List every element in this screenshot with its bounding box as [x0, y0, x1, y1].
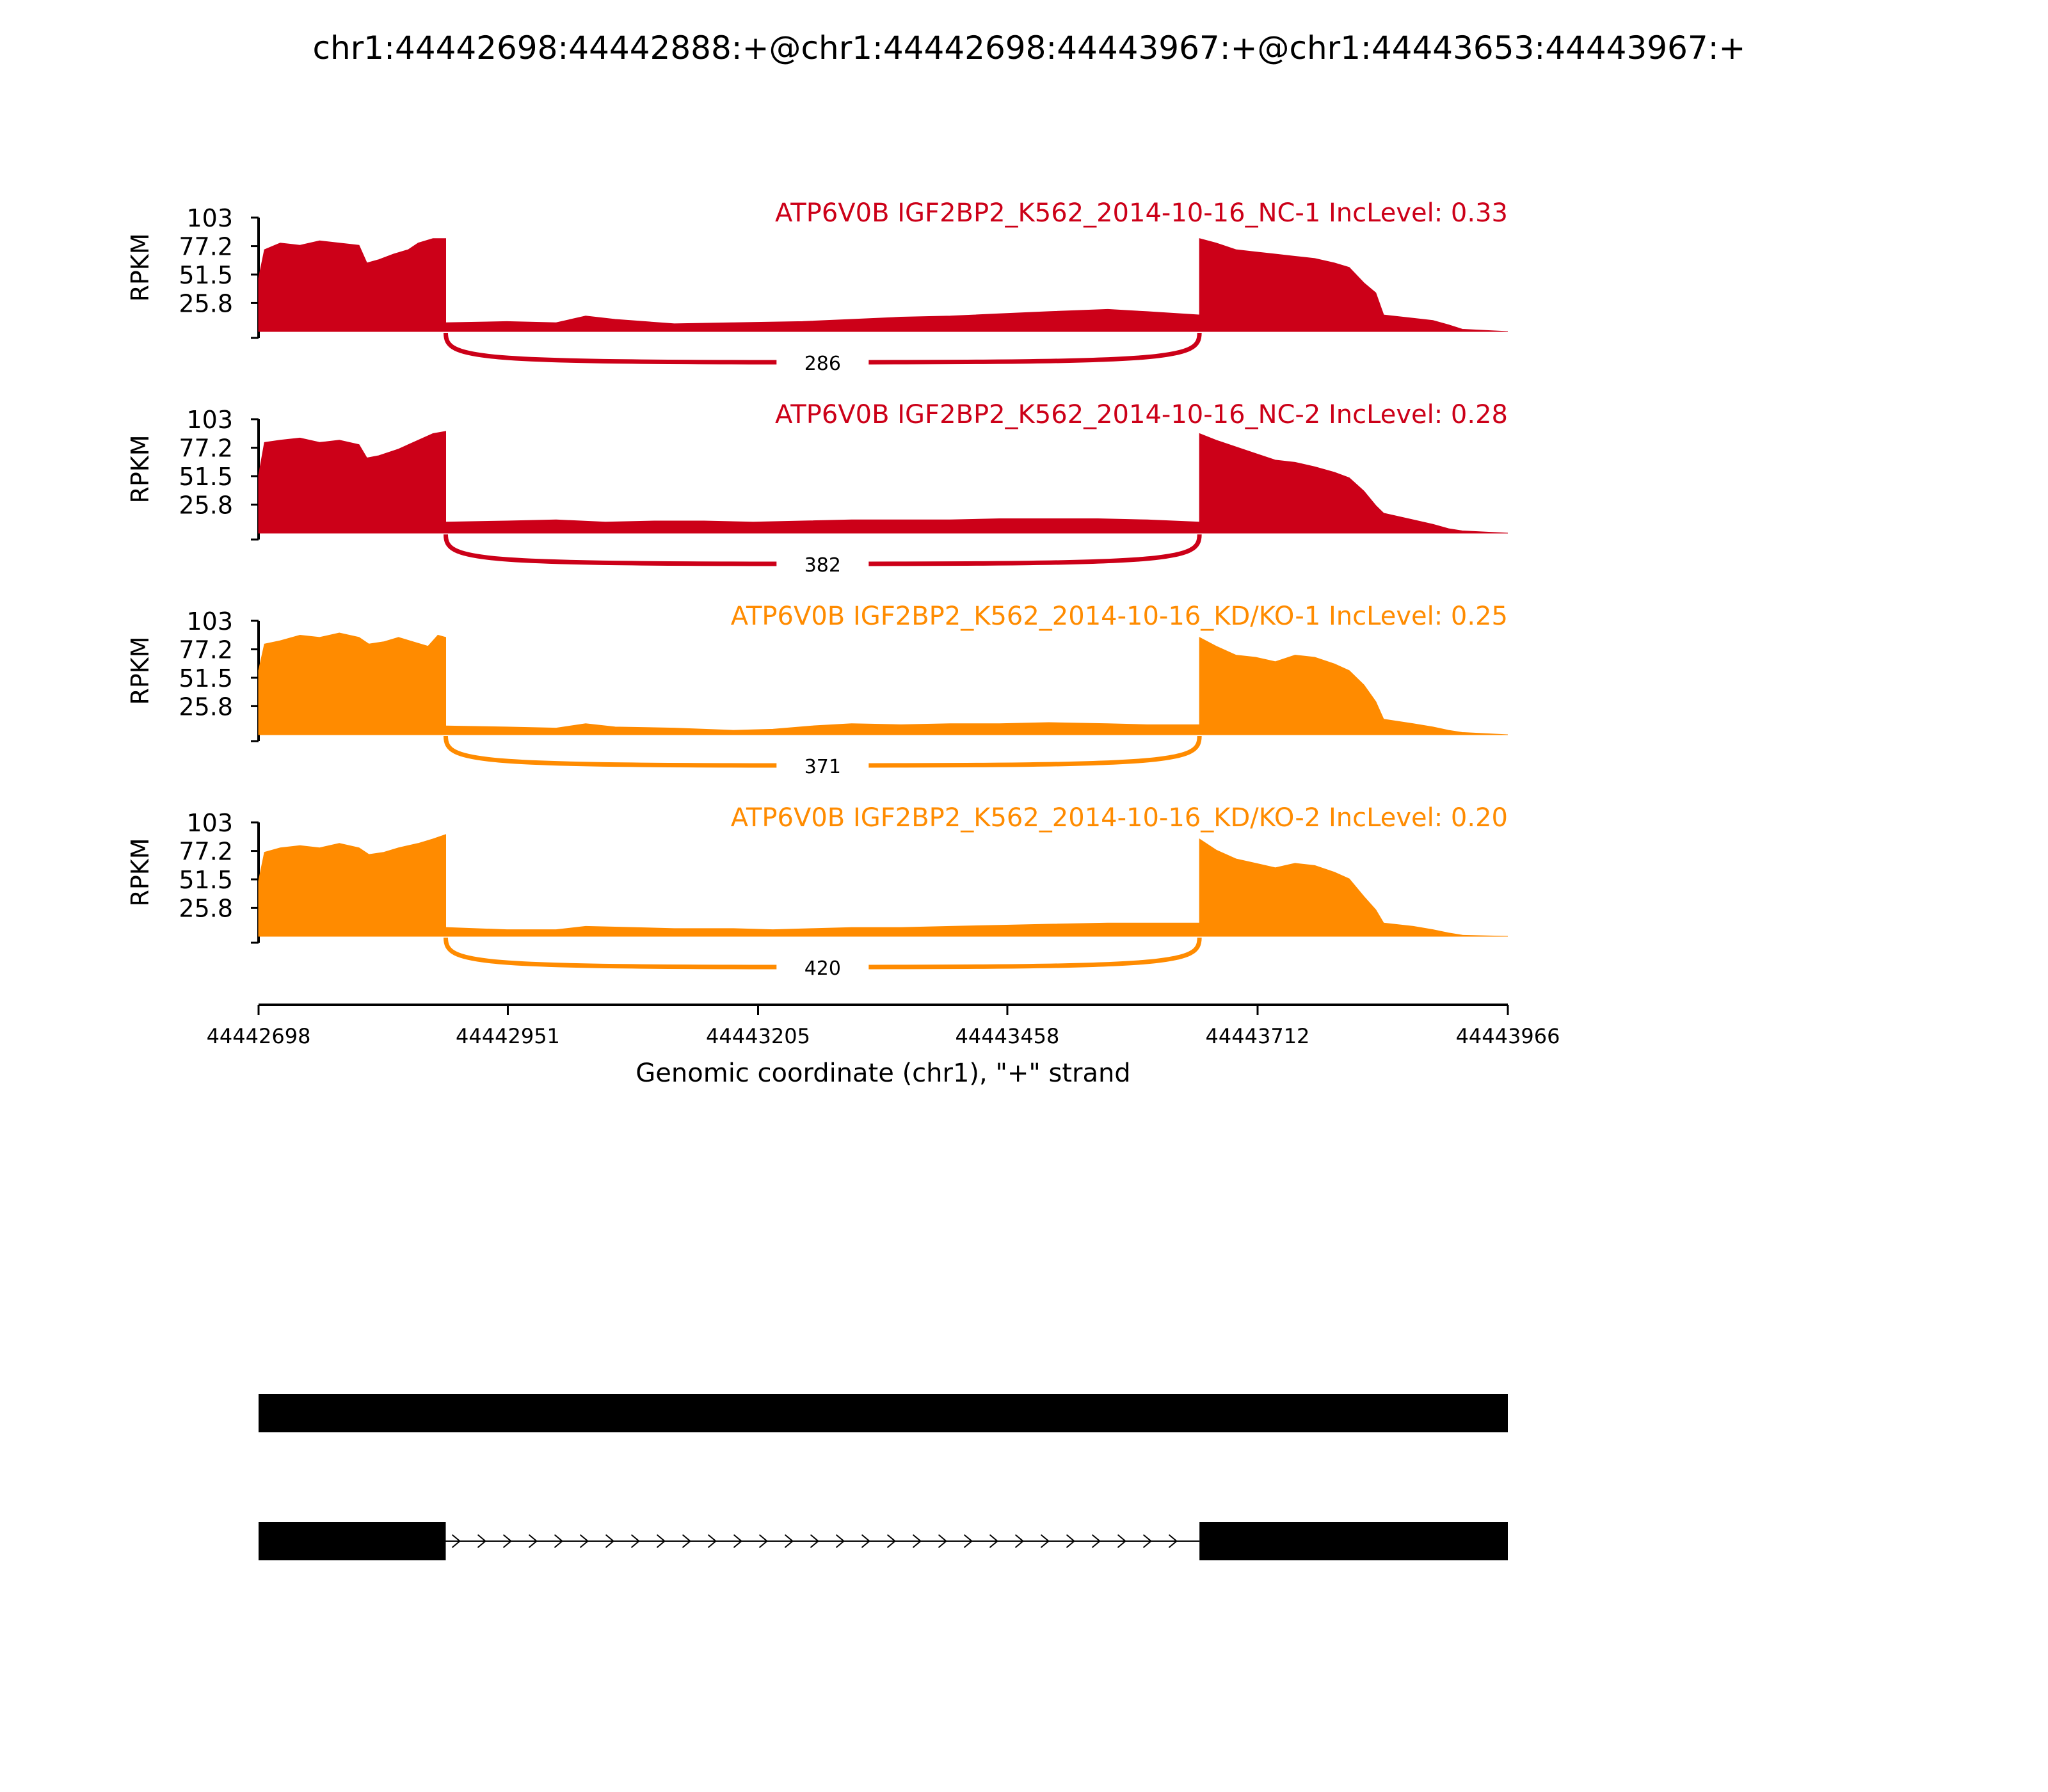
strand-arrow	[938, 1534, 948, 1548]
y-tick-label: 25.8	[179, 692, 233, 721]
junction-count-bg	[776, 751, 869, 780]
coverage-exon2	[1199, 637, 1508, 735]
strand-arrow	[861, 1534, 871, 1548]
y-tick-label: 51.5	[179, 866, 233, 894]
track-label: ATP6V0B IGF2BP2_K562_2014-10-16_KD/KO-1 …	[731, 602, 1508, 631]
coverage-intron	[445, 518, 1200, 534]
junction-count: 420	[804, 957, 841, 980]
coverage-exon1	[258, 431, 446, 534]
y-tick-label: 77.2	[179, 838, 233, 866]
y-tick-label: 25.8	[179, 289, 233, 317]
strand-arrow	[784, 1534, 794, 1548]
strand-arrow	[1014, 1534, 1025, 1548]
exon-block	[1199, 1522, 1508, 1560]
strand-arrow	[477, 1534, 487, 1548]
coverage-intron	[445, 922, 1200, 937]
x-tick-label: 44443205	[706, 1024, 810, 1048]
coverage-exon1	[258, 834, 446, 937]
y-tick-label: 51.5	[179, 463, 233, 491]
strand-arrow	[758, 1534, 769, 1548]
plot-title: chr1:44442698:44442888:+@chr1:44442698:4…	[313, 29, 1746, 67]
strand-arrow	[835, 1534, 845, 1548]
x-tick-label: 44443458	[956, 1024, 1060, 1048]
strand-arrow	[451, 1534, 461, 1548]
strand-arrow	[963, 1534, 973, 1548]
strand-arrow	[886, 1534, 897, 1548]
x-tick-label: 44442951	[456, 1024, 560, 1048]
strand-arrow	[682, 1534, 692, 1548]
strand-arrow	[810, 1534, 820, 1548]
y-axis-label: RPKM	[126, 435, 154, 503]
junction-count-bg	[776, 348, 869, 376]
coverage-exon2	[1199, 838, 1508, 937]
coverage-exon1	[258, 632, 446, 735]
coverage-exon2	[1199, 238, 1508, 332]
strand-arrow	[605, 1534, 615, 1548]
strand-arrow	[579, 1534, 589, 1548]
coverage-intron	[445, 722, 1200, 735]
x-axis-label: Genomic coordinate (chr1), "+" strand	[636, 1059, 1130, 1088]
strand-arrow	[1066, 1534, 1076, 1548]
y-tick-label: 51.5	[179, 664, 233, 692]
junction-count-bg	[776, 550, 869, 578]
track-label: ATP6V0B IGF2BP2_K562_2014-10-16_KD/KO-2 …	[731, 803, 1508, 833]
y-tick-label: 25.8	[179, 894, 233, 922]
y-tick-label: 25.8	[179, 491, 233, 519]
x-axis: 44442698 44442951 44443205 44443458 44443712…	[207, 1004, 1560, 1048]
y-tick-label: 103	[186, 809, 233, 837]
strand-arrow	[733, 1534, 743, 1548]
track-label: ATP6V0B IGF2BP2_K562_2014-10-16_NC-2 Inc…	[775, 400, 1508, 429]
y-tick-label: 103	[186, 204, 233, 232]
y-axis-label: RPKM	[126, 838, 154, 906]
exon-block	[259, 1394, 1508, 1432]
strand-arrow	[912, 1534, 922, 1548]
strand-arrow	[656, 1534, 666, 1548]
gene-model-1	[259, 1394, 1508, 1432]
junction-count-bg	[776, 953, 869, 981]
junction-count: 382	[804, 554, 841, 577]
y-tick-label: 103	[186, 406, 233, 434]
gene-model-2	[259, 1522, 1508, 1560]
coverage-exon1	[258, 238, 446, 332]
gene-models	[259, 1394, 1508, 1560]
exon-block	[259, 1522, 446, 1560]
strand-arrow	[1142, 1534, 1153, 1548]
strand-arrow	[989, 1534, 999, 1548]
x-tick-label: 44442698	[207, 1024, 311, 1048]
strand-arrow	[528, 1534, 538, 1548]
y-axis-label: RPKM	[126, 233, 154, 301]
y-tick-label: 51.5	[179, 261, 233, 289]
coverage-exon2	[1199, 433, 1508, 534]
y-tick-label: 77.2	[179, 636, 233, 664]
y-tick-label: 103	[186, 607, 233, 636]
strand-arrow	[707, 1534, 717, 1548]
coverage-intron	[445, 308, 1200, 332]
strand-arrow	[1040, 1534, 1050, 1548]
y-tick-label: 77.2	[179, 233, 233, 261]
y-axis-label: RPKM	[126, 636, 154, 705]
junction-count: 286	[804, 353, 841, 375]
strand-arrow	[554, 1534, 564, 1548]
strand-arrow	[1168, 1534, 1178, 1548]
x-tick-label: 44443966	[1456, 1024, 1560, 1048]
strand-arrow	[630, 1534, 641, 1548]
track-label: ATP6V0B IGF2BP2_K562_2014-10-16_NC-1 Inc…	[775, 198, 1508, 228]
strand-arrow	[502, 1534, 513, 1548]
y-tick-label: 77.2	[179, 435, 233, 463]
strand-arrow	[1117, 1534, 1127, 1548]
strand-arrow	[1091, 1534, 1101, 1548]
junction-count: 371	[804, 756, 841, 778]
x-tick-label: 44443712	[1206, 1024, 1310, 1048]
